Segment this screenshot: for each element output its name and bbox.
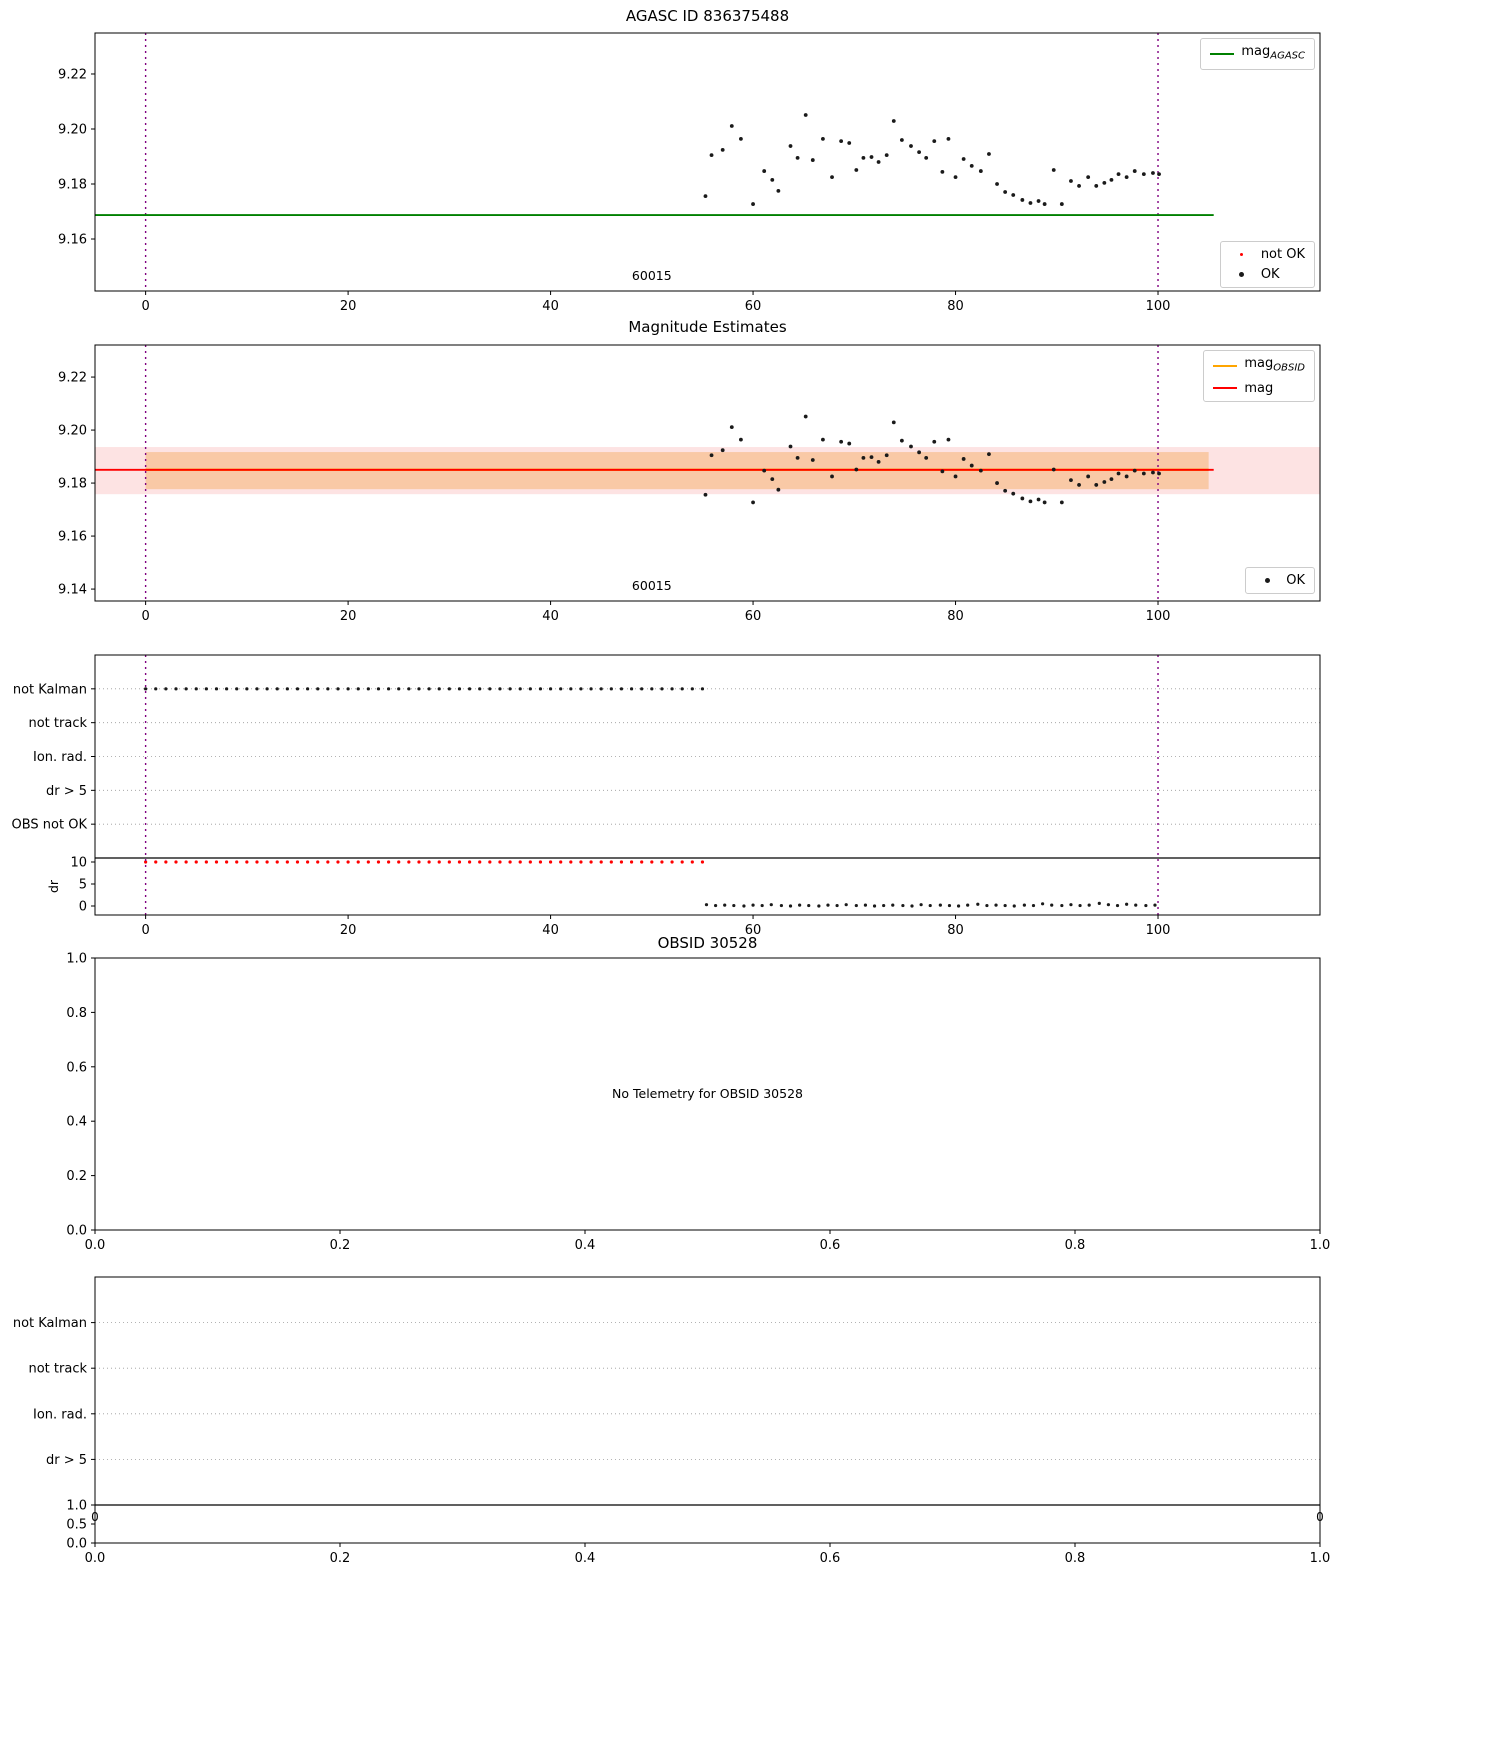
svg-text:not Kalman: not Kalman [13, 682, 87, 697]
svg-text:1.0: 1.0 [1310, 1238, 1331, 1253]
svg-text:Ion. rad.: Ion. rad. [33, 1407, 87, 1422]
svg-text:0.8: 0.8 [66, 1006, 87, 1021]
svg-text:60: 60 [745, 299, 762, 314]
svg-text:40: 40 [542, 923, 559, 938]
svg-text:0.8: 0.8 [1065, 1551, 1086, 1566]
svg-text:0.4: 0.4 [575, 1551, 596, 1566]
legend-mag-agasc: magAGASC [1200, 38, 1315, 70]
svg-text:9.14: 9.14 [58, 583, 87, 598]
svg-text:not track: not track [28, 716, 87, 731]
svg-text:Ion. rad.: Ion. rad. [33, 750, 87, 765]
svg-text:1.0: 1.0 [66, 952, 87, 967]
legend-item-mag: mag [1213, 380, 1305, 397]
svg-text:0.0: 0.0 [66, 1537, 87, 1552]
plot1-title: AGASC ID 836375488 [625, 7, 790, 25]
svg-text:100: 100 [1146, 923, 1171, 938]
svg-text:0: 0 [79, 900, 87, 915]
svg-text:No Telemetry for OBSID 30528: No Telemetry for OBSID 30528 [612, 1086, 803, 1101]
svg-text:9.16: 9.16 [58, 233, 87, 248]
legend-ok: OK [1245, 567, 1315, 594]
legend-label-ok: OK [1260, 267, 1280, 282]
legend-item-mag-obsid: magOBSID [1213, 355, 1305, 377]
legend-item-ok2: OK [1255, 572, 1305, 589]
svg-text:0: 0 [141, 923, 149, 938]
svg-text:60: 60 [745, 923, 762, 938]
svg-text:0.6: 0.6 [820, 1238, 841, 1253]
green-line-swatch [1210, 52, 1235, 55]
legend-mag-obsid: magOBSID mag [1203, 350, 1315, 402]
svg-text:9.18: 9.18 [58, 477, 87, 492]
svg-text:20: 20 [340, 923, 357, 938]
black-dot-swatch2 [1255, 578, 1279, 583]
legend-item-ok: OK [1230, 266, 1305, 283]
svg-text:1.0: 1.0 [1310, 1551, 1331, 1566]
svg-text:0.2: 0.2 [330, 1238, 351, 1253]
svg-text:9.16: 9.16 [58, 530, 87, 545]
legend-label-not-ok: not OK [1260, 247, 1305, 262]
legend-label-mag: mag [1244, 380, 1274, 396]
legend-label-ok2: OK [1286, 573, 1305, 588]
svg-text:60015: 60015 [632, 268, 672, 283]
red-dot-swatch [1230, 253, 1254, 256]
svg-text:0.6: 0.6 [66, 1060, 87, 1075]
svg-text:9.22: 9.22 [58, 371, 87, 386]
svg-text:40: 40 [542, 609, 559, 624]
svg-text:9.20: 9.20 [58, 424, 87, 439]
svg-text:0.4: 0.4 [575, 1238, 596, 1253]
svg-text:5: 5 [79, 878, 87, 893]
svg-text:1.0: 1.0 [66, 1499, 87, 1514]
legend-item-not-ok: not OK [1230, 246, 1305, 263]
svg-text:40: 40 [542, 299, 559, 314]
svg-text:10: 10 [70, 856, 87, 871]
svg-text:60: 60 [745, 609, 762, 624]
svg-text:not track: not track [28, 1362, 87, 1377]
svg-text:100: 100 [1146, 609, 1171, 624]
svg-text:80: 80 [947, 299, 964, 314]
svg-text:not Kalman: not Kalman [13, 1316, 87, 1331]
svg-text:9.18: 9.18 [58, 178, 87, 193]
svg-text:0.6: 0.6 [820, 1551, 841, 1566]
svg-text:9.22: 9.22 [58, 67, 87, 82]
svg-text:0.2: 0.2 [66, 1169, 87, 1184]
svg-text:20: 20 [340, 299, 357, 314]
red-line-swatch [1213, 387, 1238, 390]
svg-text:60015: 60015 [632, 578, 672, 593]
svg-text:0.2: 0.2 [330, 1551, 351, 1566]
svg-text:0: 0 [141, 609, 149, 624]
svg-text:0: 0 [141, 299, 149, 314]
svg-text:20: 20 [340, 609, 357, 624]
svg-text:0.4: 0.4 [66, 1115, 87, 1130]
plot2-title: Magnitude Estimates [628, 318, 787, 336]
svg-text:0.0: 0.0 [66, 1224, 87, 1239]
svg-text:100: 100 [1146, 299, 1171, 314]
svg-text:0.0: 0.0 [85, 1551, 106, 1566]
svg-text:dr > 5: dr > 5 [46, 784, 87, 799]
svg-text:9.20: 9.20 [58, 122, 87, 137]
legend-ok-notok: not OK OK [1219, 241, 1315, 288]
svg-text:80: 80 [947, 609, 964, 624]
svg-text:80: 80 [947, 923, 964, 938]
svg-text:0.0: 0.0 [85, 1238, 106, 1253]
legend-label-mag-agasc: magAGASC [1241, 44, 1305, 62]
plot4-title: OBSID 30528 [657, 934, 758, 952]
svg-text:dr > 5: dr > 5 [46, 1453, 87, 1468]
svg-text:0.5: 0.5 [66, 1518, 87, 1533]
svg-text:dr: dr [46, 879, 61, 893]
orange-line-swatch [1213, 364, 1238, 367]
legend-item-mag-agasc: magAGASC [1210, 43, 1305, 65]
black-dot-swatch [1230, 272, 1254, 277]
svg-text:OBS not OK: OBS not OK [12, 818, 88, 833]
legend-label-mag-obsid: magOBSID [1244, 356, 1305, 374]
svg-text:0.8: 0.8 [1065, 1238, 1086, 1253]
